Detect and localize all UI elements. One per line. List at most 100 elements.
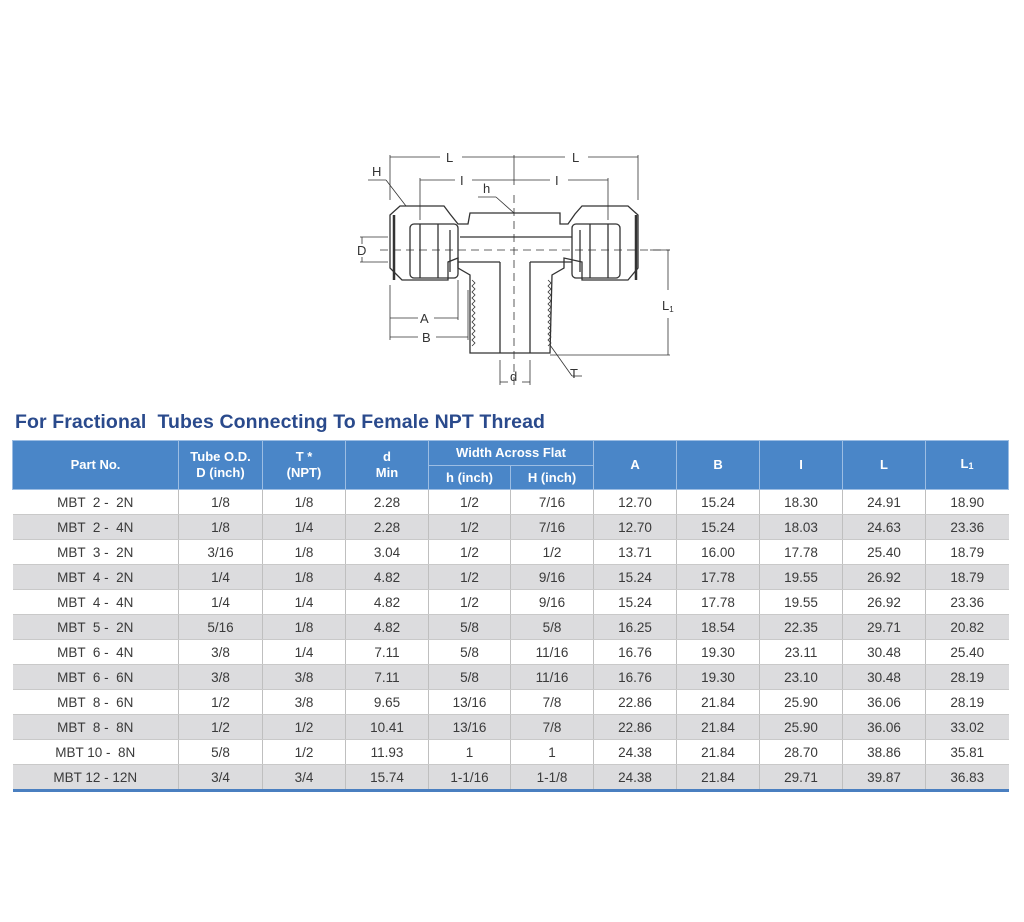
cell-h: 7/8: [509, 689, 595, 715]
cell-b: 17.78: [676, 589, 761, 615]
cell-tube_od: 1/2: [178, 714, 263, 740]
cell-h: 5/8: [428, 639, 511, 665]
cell-d: 4.82: [345, 614, 429, 640]
cell-l: 38.86: [842, 739, 927, 765]
cell-h: 11/16: [509, 639, 595, 665]
cell-a: 12.70: [593, 514, 678, 540]
cell-h: 5/8: [428, 664, 511, 690]
header-d-min: d Min: [345, 440, 429, 490]
cell-l1: 23.36: [925, 589, 1009, 615]
label-L1: L1: [662, 298, 674, 314]
cell-l1: 25.40: [925, 639, 1009, 665]
table-row: MBT 6 - 6N 3/8 3/8 7.11 5/8 11/16 16.76 19.30 23…: [12, 664, 1009, 690]
cell-tube_od: 3/8: [178, 664, 263, 690]
cell-l: 25.40: [842, 539, 927, 565]
header-l: L: [842, 440, 927, 490]
cell-b: 17.78: [676, 564, 761, 590]
cell-h: 1: [428, 739, 511, 765]
cell-h: 13/16: [428, 689, 511, 715]
cell-d: 10.41: [345, 714, 429, 740]
dimensions-table: Part No. Tube O.D. D (inch) T * (NPT) d Min…: [12, 440, 1010, 792]
cell-t: 1/8: [262, 489, 346, 515]
cell-a: 12.70: [593, 489, 678, 515]
label-I-left: I: [460, 173, 464, 188]
header-a: A: [593, 440, 678, 490]
cell-b: 21.84: [676, 714, 761, 740]
cell-l: 24.63: [842, 514, 927, 540]
table-row: MBT 3 - 2N 3/16 1/8 3.04 1/2 1/2 13.71 16.00 17.…: [12, 539, 1009, 565]
header-i: I: [759, 440, 844, 490]
cell-l1: 18.79: [925, 539, 1009, 565]
cell-a: 24.38: [593, 764, 678, 792]
cell-l1: 20.82: [925, 614, 1009, 640]
table-row: MBT 2 - 4N 1/8 1/4 2.28 1/2 7/16 12.70 15.24 18.…: [12, 514, 1009, 540]
header-h-inch-large: H (inch): [509, 465, 595, 490]
cell-h: 1-1/8: [509, 764, 595, 792]
cell-h: 1/2: [428, 489, 511, 515]
cell-tube_od: 3/16: [178, 539, 263, 565]
cell-tube_od: 3/8: [178, 639, 263, 665]
cell-l: 26.92: [842, 589, 927, 615]
cell-i: 23.11: [759, 639, 844, 665]
cell-i: 18.03: [759, 514, 844, 540]
cell-t: 1/8: [262, 539, 346, 565]
cell-l: 36.06: [842, 689, 927, 715]
cell-a: 16.76: [593, 639, 678, 665]
header-width-across-flat: Width Across Flat: [427, 440, 595, 466]
table-row: MBT 2 - 2N 1/8 1/8 2.28 1/2 7/16 12.70 15.24 18.…: [12, 489, 1009, 515]
cell-l: 30.48: [842, 664, 927, 690]
label-I-right: I: [555, 173, 559, 188]
cell-t: 1/4: [262, 514, 346, 540]
cell-part: MBT 8 - 8N: [12, 714, 179, 740]
header-l1: L1: [925, 440, 1010, 490]
header-t-npt: T * (NPT): [262, 440, 346, 490]
cell-d: 4.82: [345, 564, 429, 590]
cell-t: 1/2: [262, 714, 346, 740]
cell-tube_od: 1/4: [178, 589, 263, 615]
cell-l1: 35.81: [925, 739, 1009, 765]
header-h-inch-small: h (inch): [428, 465, 511, 490]
cell-l: 36.06: [842, 714, 927, 740]
cell-tube_od: 1/8: [178, 514, 263, 540]
label-A: A: [420, 311, 429, 326]
cell-h: 7/16: [509, 514, 595, 540]
cell-part: MBT 10 - 8N: [12, 739, 179, 765]
cell-part: MBT 6 - 6N: [12, 664, 179, 690]
cell-b: 21.84: [676, 764, 761, 792]
cell-d: 2.28: [345, 514, 429, 540]
cell-h: 1-1/16: [428, 764, 511, 792]
cell-h: 11/16: [509, 664, 595, 690]
cell-l1: 36.83: [925, 764, 1009, 792]
cell-d: 3.04: [345, 539, 429, 565]
cell-part: MBT 8 - 6N: [12, 689, 179, 715]
cell-a: 15.24: [593, 564, 678, 590]
cell-a: 24.38: [593, 739, 678, 765]
cell-h: 1: [509, 739, 595, 765]
label-d: d: [510, 369, 517, 384]
cell-tube_od: 5/8: [178, 739, 263, 765]
table-row: MBT 5 - 2N 5/16 1/8 4.82 5/8 5/8 16.25 18.54 22.…: [12, 614, 1009, 640]
cell-part: MBT 6 - 4N: [12, 639, 179, 665]
cell-l1: 33.02: [925, 714, 1009, 740]
cell-tube_od: 1/2: [178, 689, 263, 715]
cell-d: 11.93: [345, 739, 429, 765]
cell-l1: 18.90: [925, 489, 1009, 515]
cell-b: 19.30: [676, 664, 761, 690]
cell-h: 1/2: [509, 539, 595, 565]
cell-h: 9/16: [509, 564, 595, 590]
cell-h: 9/16: [509, 589, 595, 615]
cell-b: 16.00: [676, 539, 761, 565]
cell-t: 1/2: [262, 739, 346, 765]
cell-h: 7/16: [509, 489, 595, 515]
cell-a: 15.24: [593, 589, 678, 615]
cell-i: 19.55: [759, 589, 844, 615]
cell-d: 9.65: [345, 689, 429, 715]
cell-h: 13/16: [428, 714, 511, 740]
cell-h: 1/2: [428, 564, 511, 590]
cell-i: 25.90: [759, 689, 844, 715]
header-b: B: [676, 440, 761, 490]
cell-t: 1/8: [262, 614, 346, 640]
table-row: MBT 8 - 6N 1/2 3/8 9.65 13/16 7/8 22.86 21.84 25…: [12, 689, 1009, 715]
cell-part: MBT 4 - 2N: [12, 564, 179, 590]
cell-part: MBT 12 - 12N: [12, 764, 179, 792]
